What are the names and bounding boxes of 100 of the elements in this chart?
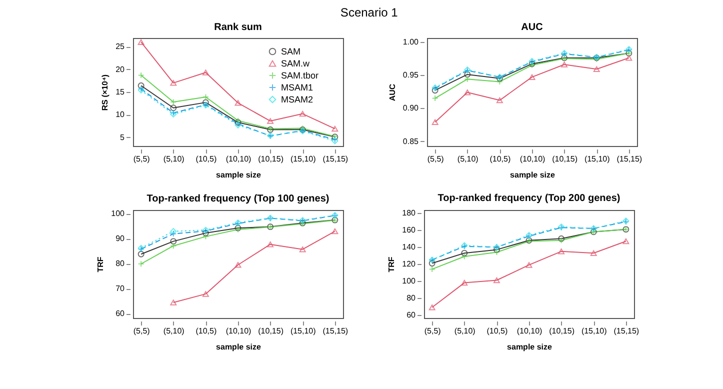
x-tick-label: (15,10) (290, 326, 316, 336)
x-tick-label: (10,15) (549, 326, 575, 336)
point (558, 248, 565, 254)
point (202, 233, 209, 240)
y-tick-label: 20 (116, 64, 126, 74)
point (622, 238, 630, 244)
x-tick-label: (5,10) (163, 326, 185, 336)
point (170, 98, 177, 106)
y-tick-label: 160 (402, 226, 416, 235)
y-tick-label: 60 (116, 309, 126, 318)
point (428, 304, 436, 310)
x-tick-label: (10,5) (486, 326, 508, 336)
point (138, 39, 144, 45)
x-tick-label: (5,10) (454, 326, 476, 336)
point (593, 66, 600, 72)
y-tick-label: 70 (116, 284, 126, 294)
point (493, 246, 500, 253)
x-tick-label: (15,15) (614, 326, 640, 336)
x-tick-label: (10,15) (258, 326, 284, 336)
point (626, 55, 632, 61)
point (493, 277, 500, 284)
y-axis-title: RS (×10⁴) (100, 74, 110, 111)
point (299, 246, 306, 252)
point (170, 230, 177, 238)
x-tick-label: (10,10) (520, 154, 546, 164)
point (461, 280, 468, 286)
point (234, 262, 242, 268)
point (170, 80, 177, 86)
point (432, 119, 438, 126)
legend-label: SAM.w (281, 58, 310, 68)
y-tick-label: 0.85 (402, 136, 420, 146)
point (464, 76, 471, 82)
point (202, 94, 209, 100)
x-axis-title: sample size (216, 170, 262, 180)
legend-label: SAM (281, 46, 301, 56)
point (299, 110, 306, 117)
x-tick-label: (10,15) (258, 154, 284, 164)
x-tick-label: (10,10) (226, 154, 252, 164)
x-tick-label: (5,10) (457, 154, 479, 164)
point (493, 249, 500, 256)
text: Scenario 1 (340, 5, 398, 20)
x-axis-title: sample size (507, 342, 553, 352)
x-tick-label: (5,5) (424, 326, 442, 336)
y-tick-label: 90 (116, 234, 126, 244)
y-tick-label: 80 (406, 294, 416, 303)
point (464, 89, 471, 96)
y-axis-title: TRF (96, 256, 106, 272)
point (170, 238, 177, 245)
point (526, 262, 532, 268)
point (461, 253, 468, 260)
y-tick-label: 10 (116, 110, 126, 120)
point (267, 241, 274, 248)
point (528, 74, 536, 80)
point (202, 70, 209, 76)
legend-label: SAM.tbor (281, 70, 319, 80)
point (170, 242, 177, 250)
y-axis-title: TRF (387, 256, 396, 272)
x-tick-label: (15,10) (290, 154, 316, 164)
y-tick-label: 5 (120, 132, 126, 142)
y-tick-label: 100 (402, 276, 416, 286)
chart-title: AUC (521, 22, 543, 33)
y-tick-label: 120 (402, 260, 416, 269)
x-tick-label: (15,15) (322, 326, 348, 336)
x-tick-label: (10,15) (552, 154, 578, 164)
chart-title: Top-ranked frequency (Top 200 genes) (438, 193, 620, 204)
point (332, 126, 338, 132)
x-tick-label: (10,10) (516, 326, 543, 336)
point (464, 71, 471, 78)
point (496, 97, 503, 104)
point (461, 250, 468, 256)
point (267, 118, 274, 124)
point (170, 300, 177, 306)
point (561, 62, 568, 68)
chart-title: Rank sum (214, 22, 262, 33)
x-tick-label: (15,10) (584, 154, 610, 164)
x-tick-label: (10,10) (226, 326, 252, 336)
point (332, 228, 338, 234)
x-tick-label: (5,5) (133, 326, 150, 336)
y-tick-label: 0.95 (402, 70, 420, 80)
y-tick-label: 0.90 (402, 104, 420, 113)
x-tick-label: (15,15) (616, 154, 642, 164)
y-tick-label: 60 (406, 310, 416, 320)
x-tick-label: (10,5) (490, 154, 511, 164)
point (170, 228, 177, 235)
y-tick-label: 80 (116, 259, 126, 268)
x-tick-label: (5,10) (163, 154, 185, 164)
x-tick-label: (10,5) (196, 154, 217, 164)
point (202, 291, 209, 297)
x-axis-title: sample size (216, 342, 262, 352)
x-axis-title: sample size (510, 170, 556, 180)
y-tick-label: 140 (402, 242, 416, 252)
x-tick-label: (15,10) (581, 326, 608, 336)
x-tick-label: (5,5) (133, 154, 150, 164)
point (496, 78, 503, 85)
x-tick-label: (15,15) (322, 154, 348, 164)
y-tick-label: 15 (116, 88, 126, 96)
y-tick-label: 25 (116, 42, 126, 52)
y-tick-label: 1.00 (402, 37, 420, 46)
x-tick-label: (5,5) (427, 154, 444, 164)
y-tick-label: 180 (402, 208, 416, 218)
